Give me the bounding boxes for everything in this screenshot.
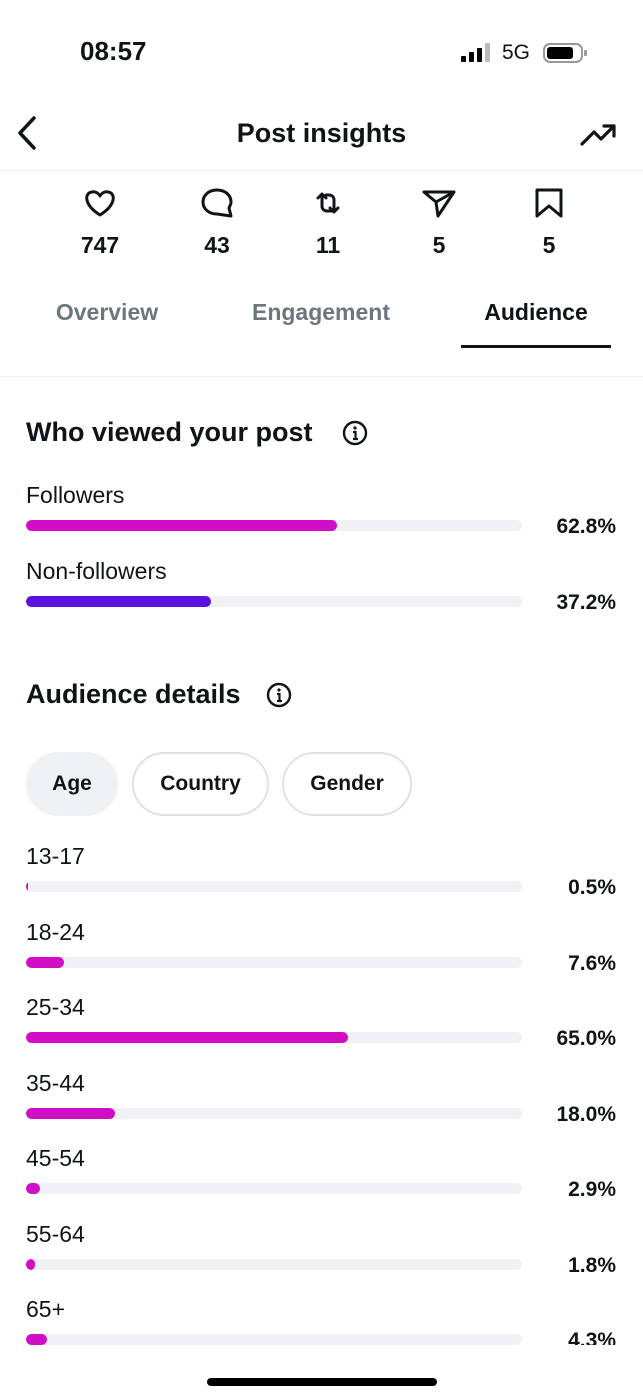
- status-time: 08:57: [80, 36, 147, 66]
- stat-count: 747: [80, 232, 120, 258]
- bar: [26, 1032, 349, 1043]
- bar-track: [26, 596, 522, 607]
- filter-chip[interactable]: Country: [132, 752, 269, 816]
- value-label: 37.2%: [556, 591, 616, 614]
- tab[interactable]: Overview: [55, 299, 159, 325]
- bar-track: [26, 1032, 522, 1043]
- row-label: 18-24: [26, 918, 85, 945]
- bar: [26, 596, 211, 607]
- page-title: Post insights: [236, 118, 407, 148]
- bar-track: [26, 956, 522, 968]
- filter-chip[interactable]: Gender: [282, 752, 412, 816]
- bar: [26, 881, 29, 892]
- filter-chip[interactable]: Age: [26, 752, 118, 816]
- back-button[interactable]: [12, 115, 42, 151]
- value-label: 1.8%: [568, 1253, 616, 1277]
- trend-icon[interactable]: [579, 120, 619, 150]
- value-label: 18.0%: [556, 1102, 616, 1126]
- row-label: 45-54: [26, 1145, 85, 1171]
- stat-icons: [85, 188, 563, 218]
- divider: [0, 170, 643, 171]
- bar-track: [26, 1107, 522, 1119]
- value-label: 4.3%: [568, 1329, 616, 1345]
- bar-track: [26, 1258, 522, 1270]
- row-label: 65+: [26, 1296, 66, 1322]
- row-label: 25-34: [26, 994, 85, 1020]
- bar-track: [26, 1334, 522, 1345]
- bar: [26, 1334, 48, 1345]
- bar: [26, 1107, 116, 1119]
- row-label: 55-64: [26, 1220, 85, 1247]
- bar: [26, 520, 338, 531]
- tab-indicator: [461, 345, 611, 348]
- section-title: Audience details: [26, 679, 241, 709]
- stat-count: 43: [204, 232, 230, 258]
- info-icon[interactable]: [266, 682, 292, 708]
- tab[interactable]: Audience: [484, 299, 588, 325]
- value-label: 65.0%: [556, 1027, 616, 1050]
- row-label: 35-44: [26, 1069, 85, 1096]
- row-label: Non-followers: [26, 558, 167, 584]
- details-list: 13-17 0.5% 18-24 7.6% 25-34 65.0% 35-44 18.0% 45…: [26, 843, 616, 1345]
- value-label: 62.8%: [556, 515, 616, 538]
- stat-count: 11: [315, 232, 341, 258]
- status-network: 5G: [502, 41, 531, 64]
- stat-count: 5: [542, 232, 556, 258]
- row-label: Followers: [26, 482, 125, 508]
- divider: [0, 376, 643, 377]
- row-label: 13-17: [26, 843, 85, 869]
- home-indicator: [207, 1378, 437, 1386]
- bar-track: [26, 881, 522, 892]
- info-icon[interactable]: [342, 420, 368, 446]
- bar: [26, 956, 64, 968]
- value-label: 0.5%: [568, 876, 616, 899]
- tab[interactable]: Engagement: [251, 299, 391, 325]
- section-title: Who viewed your post: [26, 417, 313, 447]
- bar-track: [26, 1183, 522, 1194]
- value-label: 2.9%: [568, 1178, 616, 1201]
- stat-count: 5: [432, 232, 446, 258]
- bar-track: [26, 520, 522, 531]
- value-label: 7.6%: [568, 951, 616, 975]
- status-icons: [461, 43, 587, 63]
- bar: [26, 1183, 41, 1194]
- bar: [26, 1258, 35, 1270]
